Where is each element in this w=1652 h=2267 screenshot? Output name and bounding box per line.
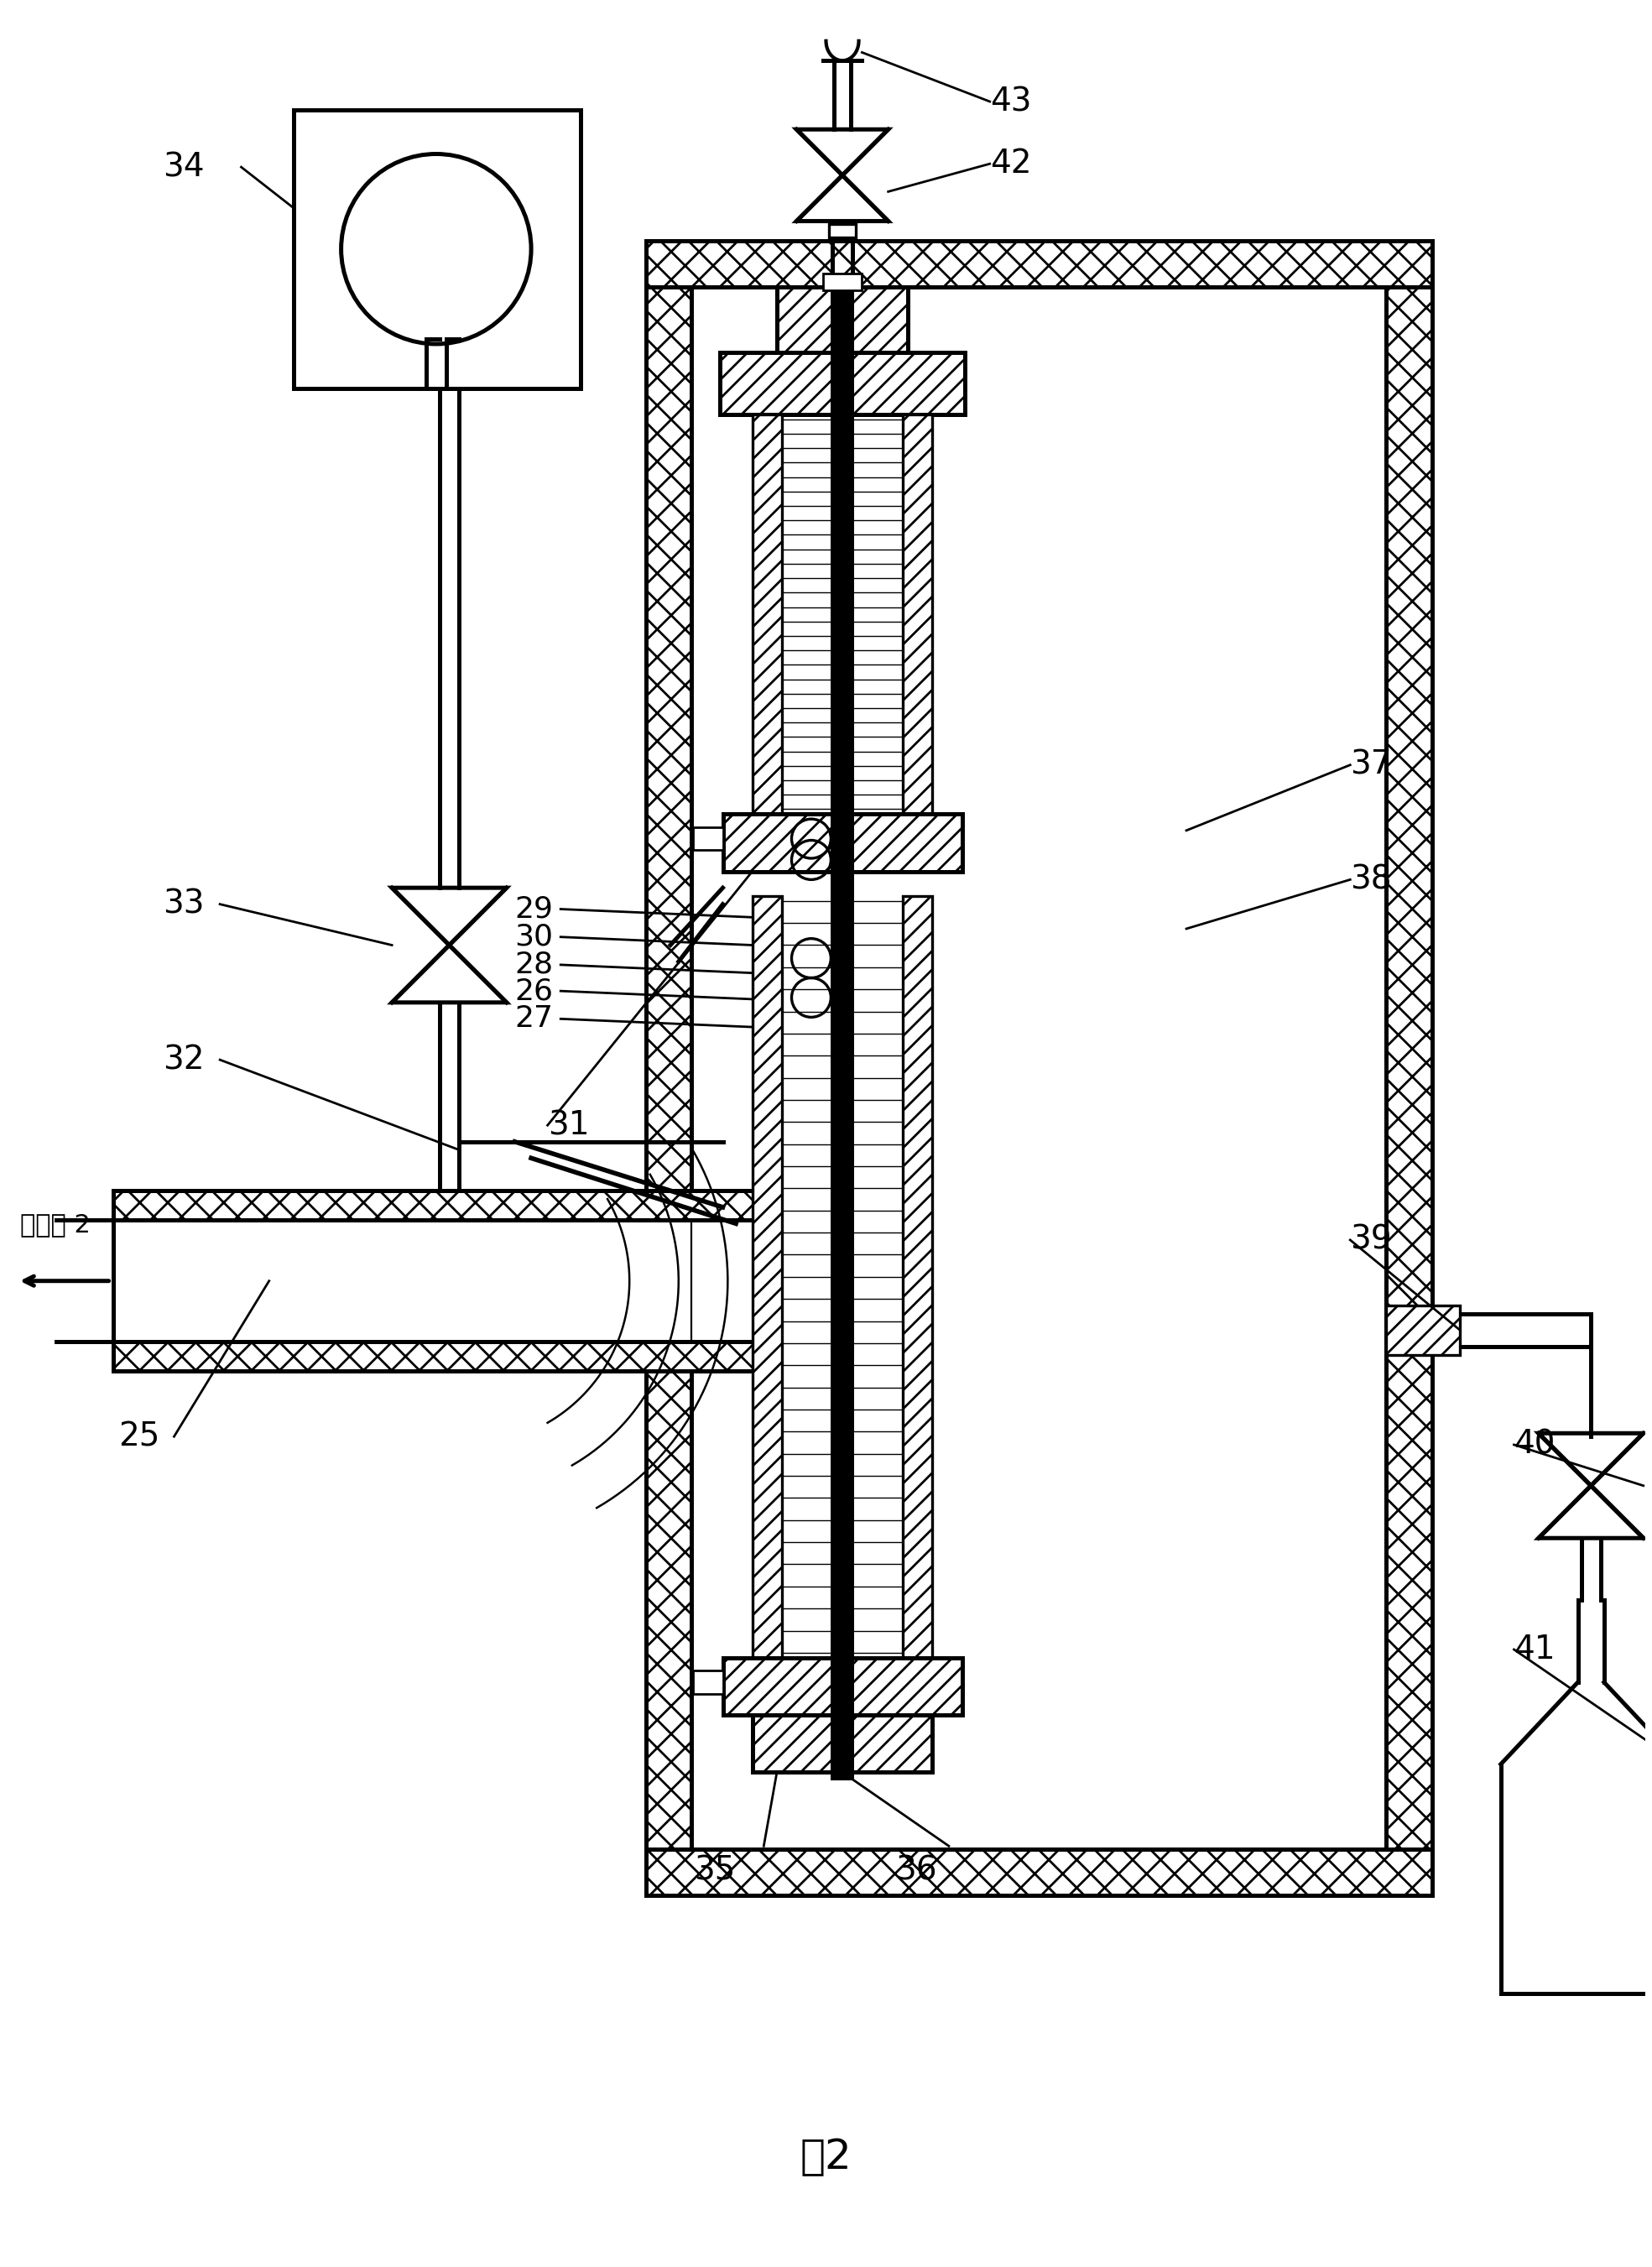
Text: 40: 40	[1513, 1428, 1556, 1460]
Bar	[694, 1671, 724, 1693]
Bar	[114, 1190, 818, 1220]
Bar	[724, 1657, 961, 1716]
Text: 42: 42	[990, 147, 1031, 179]
Bar	[646, 286, 692, 1850]
Bar	[720, 351, 965, 415]
Bar	[694, 827, 724, 850]
Bar	[646, 240, 1432, 286]
Text: 28: 28	[515, 950, 553, 979]
Bar	[752, 415, 781, 814]
Text: 33: 33	[162, 889, 205, 920]
Text: 27: 27	[515, 1004, 553, 1034]
Text: 31: 31	[547, 1109, 590, 1140]
Bar	[904, 895, 932, 1657]
Text: 41: 41	[1513, 1635, 1556, 1666]
Text: 至法兰 2: 至法兰 2	[20, 1213, 91, 1238]
Text: 26: 26	[515, 977, 553, 1004]
Bar	[781, 415, 904, 814]
Bar	[752, 1716, 932, 1773]
Text: 32: 32	[162, 1043, 205, 1077]
Bar	[823, 274, 862, 290]
Bar	[724, 814, 961, 871]
Text: 25: 25	[119, 1421, 160, 1453]
Text: 35: 35	[694, 1854, 735, 1886]
Text: 38: 38	[1350, 864, 1391, 895]
Text: 43: 43	[990, 86, 1031, 118]
Text: 图2: 图2	[800, 2138, 852, 2176]
Text: 39: 39	[1350, 1224, 1391, 1256]
Bar	[829, 224, 856, 238]
Bar	[781, 895, 904, 1657]
Bar	[752, 895, 781, 1657]
Bar	[294, 109, 580, 388]
Text: 37: 37	[1350, 748, 1391, 780]
Bar	[646, 1850, 1432, 1895]
Bar	[776, 286, 909, 351]
Text: 30: 30	[515, 923, 553, 952]
Bar	[831, 290, 854, 1780]
Text: 29: 29	[515, 895, 553, 923]
Text: 34: 34	[162, 152, 205, 184]
Bar	[692, 286, 1386, 1850]
Bar	[1386, 286, 1432, 1850]
Bar	[114, 1342, 818, 1372]
Bar	[904, 415, 932, 814]
Bar	[116, 1220, 818, 1342]
Bar	[692, 286, 1386, 1850]
Text: 36: 36	[895, 1854, 937, 1886]
Bar	[1386, 1306, 1460, 1356]
